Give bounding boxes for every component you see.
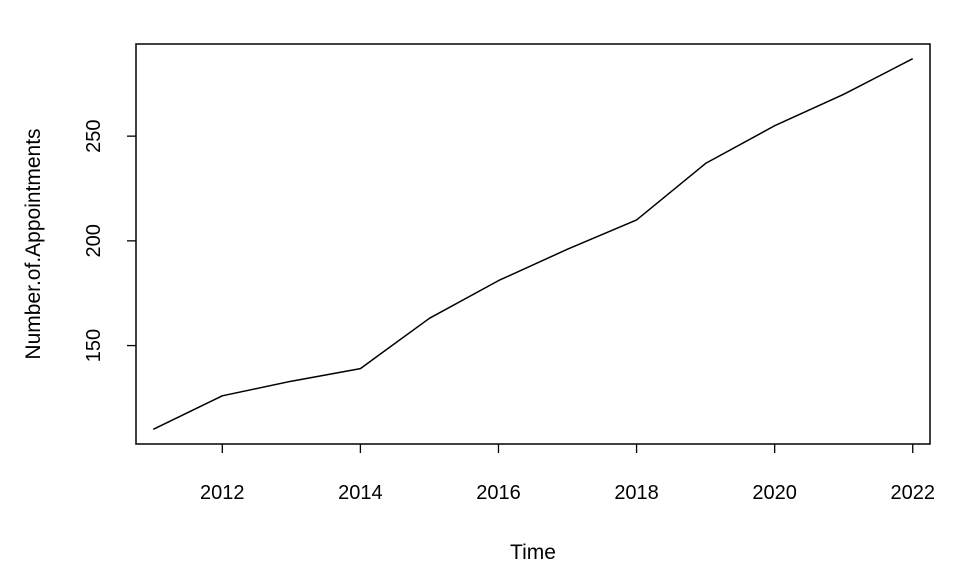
x-tick-label: 2016 bbox=[476, 482, 521, 504]
data-point bbox=[635, 218, 638, 221]
x-tick-label: 2022 bbox=[890, 482, 935, 504]
plot-frame bbox=[135, 43, 931, 445]
series-line bbox=[152, 58, 914, 430]
data-point bbox=[842, 93, 845, 96]
x-tick-label: 2020 bbox=[752, 482, 797, 504]
x-tick-label: 2018 bbox=[614, 482, 659, 504]
data-point bbox=[221, 394, 224, 397]
x-tick-label: 2012 bbox=[200, 482, 245, 504]
x-axis: 2012 2014 2016 2018 2020 2022 bbox=[200, 444, 935, 504]
data-point bbox=[359, 367, 362, 370]
y-tick-label: 150 bbox=[83, 329, 105, 362]
data-point bbox=[911, 57, 914, 60]
y-tick-label: 250 bbox=[83, 119, 105, 152]
x-tick-label: 2014 bbox=[338, 482, 383, 504]
series-layer bbox=[152, 57, 914, 431]
data-point bbox=[290, 380, 293, 383]
x-axis-title: Time bbox=[510, 541, 556, 564]
data-point bbox=[497, 279, 500, 282]
y-tick-label: 200 bbox=[83, 224, 105, 257]
y-axis: 150 200 250 bbox=[83, 119, 136, 362]
data-point bbox=[773, 124, 776, 127]
y-axis-title: Number.of.Appointments bbox=[22, 128, 45, 359]
data-point bbox=[704, 162, 707, 165]
data-point bbox=[566, 248, 569, 251]
data-point bbox=[152, 428, 155, 431]
data-point bbox=[428, 317, 431, 320]
